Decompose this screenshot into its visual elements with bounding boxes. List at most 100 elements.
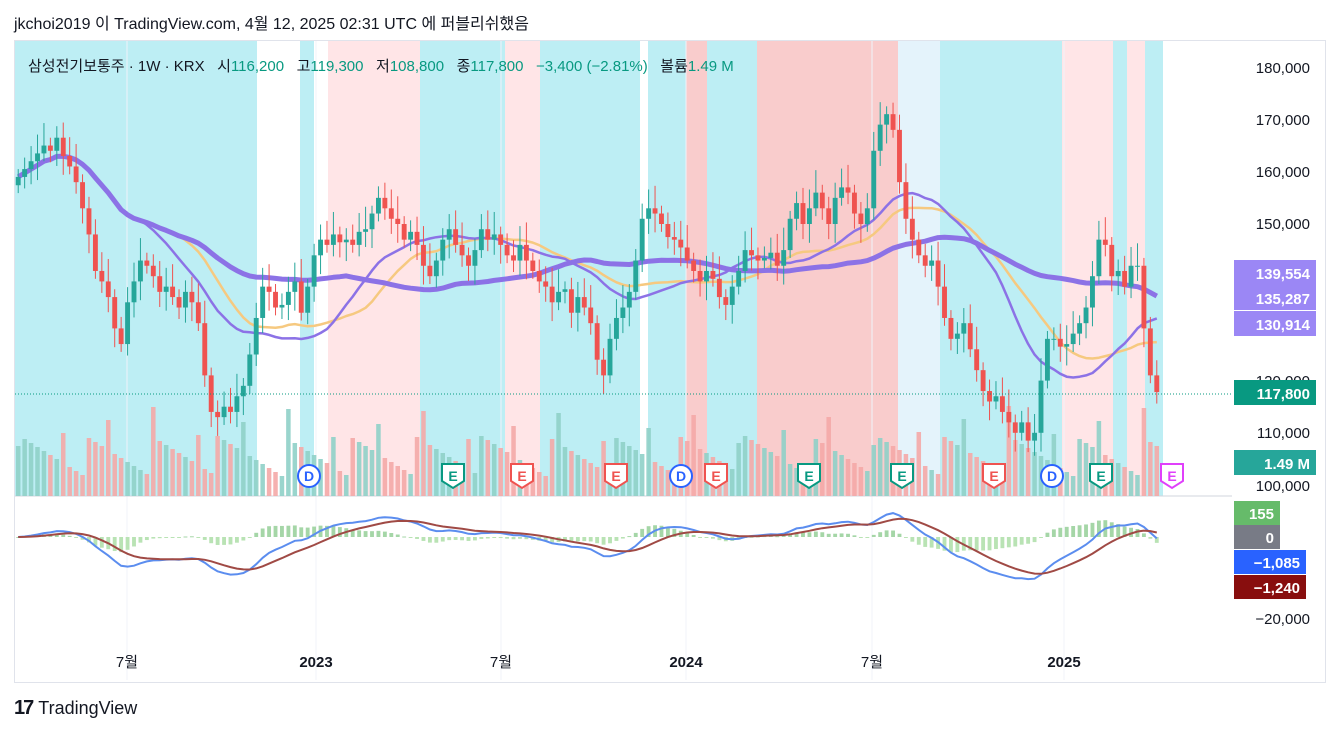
macd-histogram-bar bbox=[929, 537, 934, 548]
candle-body bbox=[163, 286, 169, 292]
macd-histogram-bar bbox=[1141, 533, 1146, 537]
macd-histogram-bar bbox=[633, 532, 638, 537]
macd-histogram-bar bbox=[402, 536, 407, 538]
macd-histogram-bar bbox=[1045, 532, 1050, 537]
volume-bar bbox=[916, 432, 922, 496]
candle-body bbox=[401, 224, 407, 240]
volume-bar bbox=[762, 448, 767, 496]
volume-bar bbox=[138, 470, 143, 496]
candlesticks bbox=[15, 102, 1160, 456]
candle-body bbox=[716, 278, 722, 298]
volume-bar bbox=[376, 424, 381, 496]
candle-body bbox=[961, 323, 967, 334]
candle-body bbox=[47, 145, 53, 151]
macd-histogram-bar bbox=[99, 537, 104, 548]
volume-bar bbox=[382, 458, 388, 496]
volume-bar bbox=[537, 472, 542, 496]
volume-bar bbox=[1064, 472, 1069, 496]
candle-body bbox=[742, 250, 748, 271]
candle-body bbox=[330, 234, 336, 245]
indicator-label-text: 155 bbox=[1249, 506, 1274, 523]
volume-bar bbox=[28, 443, 34, 496]
macd-histogram-bar bbox=[794, 532, 799, 537]
macd-histogram-bar bbox=[916, 537, 921, 545]
candle-body bbox=[427, 265, 433, 277]
macd-histogram-bar bbox=[286, 525, 291, 537]
volume-bar bbox=[279, 476, 285, 496]
macd-histogram-bar bbox=[775, 536, 780, 538]
macd-histogram-bar bbox=[234, 537, 239, 543]
volume-bar bbox=[337, 471, 343, 496]
volume-bar bbox=[1135, 475, 1140, 496]
volume-bar bbox=[1077, 439, 1082, 496]
macd-histogram-bar bbox=[858, 537, 863, 538]
price-labels: 139,554 135,287 130,914 117,800 1.49 M bbox=[1234, 260, 1316, 475]
volume-bar bbox=[594, 467, 600, 496]
candle-body bbox=[446, 229, 452, 240]
volume-bar bbox=[832, 451, 838, 496]
price-label-text: 1.49 M bbox=[1264, 456, 1310, 473]
volume-bar bbox=[35, 447, 40, 496]
candle-body bbox=[652, 208, 658, 214]
volume-bar bbox=[408, 474, 413, 496]
chart-frame[interactable] bbox=[14, 40, 1326, 683]
volume-bar bbox=[1019, 444, 1024, 496]
candle-body bbox=[704, 270, 709, 282]
candle-body bbox=[247, 354, 253, 386]
macd-histogram-bar bbox=[202, 537, 207, 540]
candle-body bbox=[826, 208, 832, 224]
candle-body bbox=[897, 129, 902, 183]
macd-histogram-bar bbox=[87, 537, 91, 543]
candle-body bbox=[877, 124, 883, 151]
candle-body bbox=[80, 182, 85, 209]
volume-bar bbox=[865, 471, 870, 496]
tradingview-footer[interactable]: 17 TradingView bbox=[14, 697, 137, 720]
volume-bar bbox=[80, 475, 85, 496]
price-label-text: 130,914 bbox=[1256, 317, 1311, 334]
background-band bbox=[686, 41, 707, 496]
volume-bar bbox=[253, 460, 259, 496]
macd-histogram-bar bbox=[595, 537, 600, 544]
candle-body bbox=[54, 137, 60, 151]
candle-body bbox=[298, 281, 304, 313]
volume-bar bbox=[286, 409, 291, 496]
macd-histogram-bar bbox=[183, 536, 188, 538]
candle-body bbox=[369, 213, 375, 230]
candle-body bbox=[395, 218, 401, 224]
volume-bar bbox=[125, 462, 130, 496]
candle-body bbox=[691, 260, 697, 271]
candle-body bbox=[459, 244, 465, 256]
marker-shape bbox=[704, 463, 728, 490]
candle-body bbox=[749, 250, 754, 256]
candle-body bbox=[15, 176, 21, 186]
marker-shape bbox=[297, 464, 321, 488]
macd-histogram-bar bbox=[1051, 529, 1056, 537]
macd-histogram-bar bbox=[144, 537, 149, 541]
volume-bar bbox=[665, 470, 671, 496]
volume-bar bbox=[344, 475, 349, 496]
background-band bbox=[648, 41, 686, 496]
volume-bar bbox=[215, 436, 220, 496]
candle-body bbox=[729, 286, 735, 305]
macd-histogram-bar bbox=[1058, 527, 1063, 537]
macd-histogram-bar bbox=[1032, 537, 1037, 543]
candle-body bbox=[523, 244, 529, 261]
volume-bar bbox=[144, 474, 150, 496]
macd-histogram-bar bbox=[350, 529, 355, 537]
macd-histogram-bar bbox=[949, 537, 953, 553]
volume-bar bbox=[942, 437, 947, 496]
time-tick-label: 7월 bbox=[116, 654, 138, 671]
candle-body bbox=[536, 270, 542, 282]
macd-histogram-bar bbox=[363, 531, 368, 537]
volume-bar bbox=[1128, 471, 1134, 496]
candle-body bbox=[1032, 432, 1038, 441]
candle-body bbox=[60, 137, 66, 157]
price-label-box: 135,287 bbox=[1234, 285, 1316, 310]
volume-bar bbox=[183, 457, 188, 496]
candle-body bbox=[28, 161, 34, 170]
macd-histogram-bar bbox=[498, 537, 503, 539]
candle-body bbox=[92, 234, 98, 271]
volume-bar bbox=[466, 439, 471, 496]
